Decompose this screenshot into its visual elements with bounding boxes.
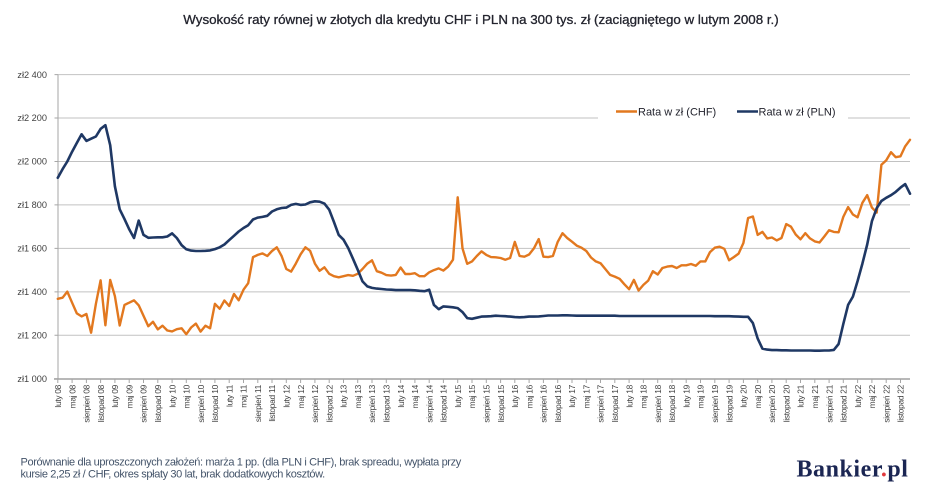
svg-text:luty 14: luty 14: [396, 384, 406, 407]
svg-text:listopad 12: listopad 12: [324, 384, 334, 422]
svg-text:zł1 600: zł1 600: [17, 244, 47, 254]
svg-text:luty 17: luty 17: [567, 384, 577, 407]
svg-text:listopad 15: listopad 15: [496, 384, 506, 422]
svg-text:luty 22: luty 22: [853, 384, 863, 407]
svg-text:sierpień 15: sierpień 15: [482, 384, 492, 422]
svg-text:zł2 400: zł2 400: [17, 70, 47, 80]
svg-text:maj 19: maj 19: [696, 384, 706, 408]
svg-text:sierpień 17: sierpień 17: [596, 384, 606, 422]
svg-text:Rata w zł (PLN): Rata w zł (PLN): [759, 106, 836, 118]
svg-text:listopad 19: listopad 19: [724, 384, 734, 422]
svg-text:luty 16: luty 16: [510, 384, 520, 407]
svg-text:maj 21: maj 21: [810, 384, 820, 408]
svg-text:luty 18: luty 18: [624, 384, 634, 407]
svg-text:zł1 200: zł1 200: [17, 331, 47, 341]
svg-text:zł2 200: zł2 200: [17, 113, 47, 123]
svg-text:maj 17: maj 17: [582, 384, 592, 408]
svg-text:kursie 2,25 zł / CHF, okres sp: kursie 2,25 zł / CHF, okres spłaty 30 la…: [21, 468, 326, 480]
svg-text:listopad 20: listopad 20: [781, 384, 791, 422]
svg-text:sierpień 16: sierpień 16: [539, 384, 549, 422]
svg-text:listopad 22: listopad 22: [896, 384, 906, 422]
svg-text:maj 15: maj 15: [467, 384, 477, 408]
svg-text:maj 12: maj 12: [296, 384, 306, 408]
svg-text:sierpień 10: sierpień 10: [196, 384, 206, 422]
svg-text:zł1 000: zł1 000: [17, 374, 47, 384]
svg-text:sierpień 09: sierpień 09: [139, 384, 149, 422]
svg-text:Wysokość raty równej w złotych: Wysokość raty równej w złotych dla kredy…: [183, 12, 778, 27]
svg-text:listopad 18: listopad 18: [667, 384, 677, 422]
svg-text:sierpień 13: sierpień 13: [367, 384, 377, 422]
svg-text:zł1 400: zł1 400: [17, 287, 47, 297]
svg-text:listopad 13: listopad 13: [382, 384, 392, 422]
svg-text:sierpień 14: sierpień 14: [424, 384, 434, 422]
svg-text:listopad 10: listopad 10: [210, 384, 220, 422]
svg-text:listopad 14: listopad 14: [439, 384, 449, 422]
svg-text:maj 16: maj 16: [524, 384, 534, 408]
svg-text:Rata w zł (CHF): Rata w zł (CHF): [638, 106, 716, 118]
svg-text:listopad 11: listopad 11: [267, 384, 277, 421]
svg-text:luty 13: luty 13: [339, 384, 349, 407]
svg-text:maj 20: maj 20: [753, 384, 763, 408]
svg-text:Porównanie dla uproszczonych z: Porównanie dla uproszczonych założeń: ma…: [21, 456, 462, 468]
svg-text:listopad 21: listopad 21: [839, 384, 849, 422]
svg-text:luty 08: luty 08: [53, 384, 63, 407]
svg-text:luty 15: luty 15: [453, 384, 463, 407]
svg-text:listopad 08: listopad 08: [96, 384, 106, 422]
svg-text:sierpień 21: sierpień 21: [824, 384, 834, 422]
svg-text:sierpień 08: sierpień 08: [82, 384, 92, 422]
svg-text:luty 10: luty 10: [167, 384, 177, 407]
svg-text:maj 11: maj 11: [239, 384, 249, 407]
svg-text:luty 09: luty 09: [110, 384, 120, 407]
svg-text:luty 21: luty 21: [796, 384, 806, 407]
svg-text:listopad 09: listopad 09: [153, 384, 163, 422]
svg-text:sierpień 20: sierpień 20: [767, 384, 777, 422]
svg-text:luty 11: luty 11: [224, 384, 234, 407]
svg-text:luty 20: luty 20: [739, 384, 749, 407]
svg-text:listopad 17: listopad 17: [610, 384, 620, 422]
svg-text:luty 19: luty 19: [681, 384, 691, 407]
svg-text:zł2 000: zł2 000: [17, 157, 47, 167]
svg-text:maj 08: maj 08: [67, 384, 77, 408]
svg-text:maj 18: maj 18: [639, 384, 649, 408]
svg-text:zł1 800: zł1 800: [17, 200, 47, 210]
svg-text:sierpień 12: sierpień 12: [310, 384, 320, 422]
svg-text:maj 14: maj 14: [410, 384, 420, 408]
svg-text:maj 09: maj 09: [124, 384, 134, 408]
svg-text:maj 10: maj 10: [182, 384, 192, 408]
svg-text:Bankier.pl: Bankier.pl: [797, 457, 909, 483]
svg-text:luty 12: luty 12: [282, 384, 292, 407]
svg-text:maj 13: maj 13: [353, 384, 363, 408]
svg-text:sierpień 22: sierpień 22: [881, 384, 891, 422]
svg-text:maj 22: maj 22: [867, 384, 877, 408]
svg-text:sierpień 19: sierpień 19: [710, 384, 720, 422]
svg-text:listopad 16: listopad 16: [553, 384, 563, 422]
svg-text:sierpień 11: sierpień 11: [253, 384, 263, 422]
svg-text:sierpień 18: sierpień 18: [653, 384, 663, 422]
